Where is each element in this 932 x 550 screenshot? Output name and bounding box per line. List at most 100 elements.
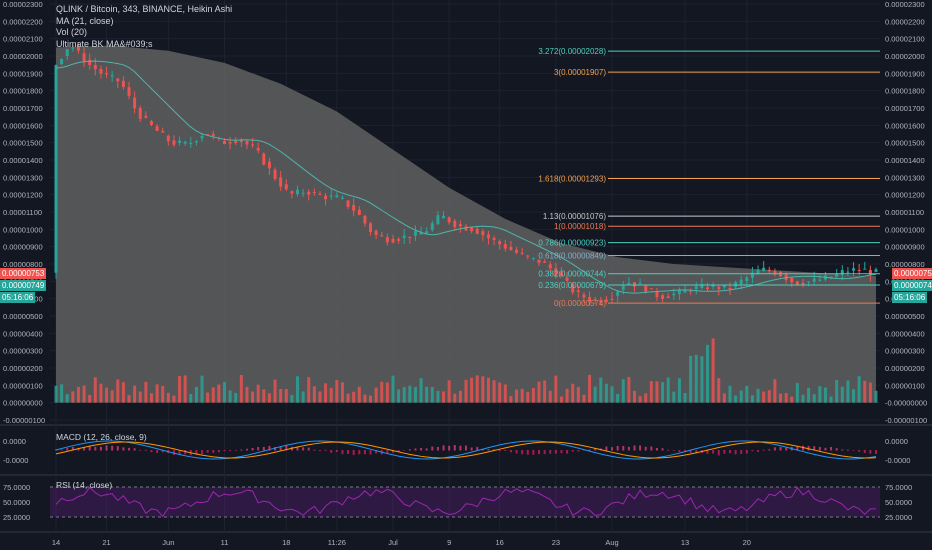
y-axis-label-right: 0.00000900 bbox=[885, 243, 925, 252]
x-axis-label: 18 bbox=[282, 538, 290, 547]
y-axis-label-left: 0.00000500 bbox=[3, 312, 43, 321]
volume-indicator-label[interactable]: Vol (20) bbox=[56, 27, 88, 37]
macd-histogram-bar bbox=[459, 445, 462, 451]
macd-histogram-bar bbox=[324, 449, 327, 451]
candle-body bbox=[835, 273, 839, 277]
candle-body bbox=[599, 300, 603, 303]
volume-bar bbox=[222, 381, 226, 403]
macd-histogram-bar bbox=[307, 447, 310, 451]
candle-body bbox=[144, 115, 148, 118]
fib-level-label: 3.272(0.00002028) bbox=[538, 47, 606, 56]
macd-histogram-bar bbox=[94, 446, 97, 451]
y-axis-label-left: 0.00000100 bbox=[3, 381, 43, 390]
macd-histogram-bar bbox=[728, 450, 731, 454]
ma-indicator-label[interactable]: MA (21, close) bbox=[56, 15, 114, 26]
candle-body bbox=[374, 230, 378, 235]
volume-bar bbox=[172, 395, 176, 403]
y-axis-label-right: 0.00001000 bbox=[885, 225, 925, 234]
y-axis-label-left: 0.00000800 bbox=[3, 260, 43, 269]
candle-body bbox=[486, 234, 490, 239]
macd-histogram-bar bbox=[627, 446, 630, 451]
macd-histogram-bar bbox=[818, 446, 821, 451]
volume-bar bbox=[402, 387, 406, 403]
candle-body bbox=[161, 131, 165, 133]
macd-label: MACD (12, 26, close, 9) bbox=[56, 432, 147, 442]
volume-bar bbox=[425, 386, 429, 403]
candle-body bbox=[149, 121, 153, 125]
y-axis-label-left: 0.00002200 bbox=[3, 17, 43, 26]
y-axis-label-right: 0.00001500 bbox=[885, 139, 925, 148]
y-axis-label-right: 0.00001700 bbox=[885, 104, 925, 113]
volume-bar bbox=[385, 382, 389, 403]
macd-histogram-bar bbox=[302, 447, 305, 451]
macd-histogram-bar bbox=[66, 448, 69, 451]
volume-bar bbox=[369, 395, 373, 403]
macd-histogram-bar bbox=[594, 448, 597, 451]
candle-body bbox=[503, 244, 507, 249]
macd-histogram-bar bbox=[852, 450, 855, 451]
macd-histogram-bar bbox=[549, 450, 552, 454]
volume-bar bbox=[335, 379, 339, 403]
candle-body bbox=[335, 195, 339, 198]
y-axis-label-left: 0.00001200 bbox=[3, 191, 43, 200]
macd-histogram-bar bbox=[672, 450, 675, 451]
volume-bar bbox=[267, 393, 271, 403]
candle-body bbox=[329, 195, 333, 197]
volume-bar bbox=[481, 376, 485, 403]
candle-body bbox=[178, 140, 182, 143]
candle-body bbox=[644, 285, 648, 292]
x-axis-label: Aug bbox=[605, 538, 618, 547]
candle-body bbox=[526, 255, 530, 257]
macd-histogram-bar bbox=[717, 450, 720, 456]
volume-bar bbox=[245, 386, 249, 403]
macd-histogram-bar bbox=[111, 445, 114, 451]
volume-bar bbox=[756, 388, 760, 403]
candle-body bbox=[279, 177, 283, 187]
x-axis-label: 23 bbox=[552, 538, 560, 547]
macd-histogram-bar bbox=[341, 450, 344, 455]
candle-body bbox=[183, 141, 187, 144]
volume-bar bbox=[548, 390, 552, 403]
candle-body bbox=[155, 126, 159, 131]
candle-body bbox=[638, 283, 642, 285]
volume-bar bbox=[745, 385, 749, 403]
macd-histogram-bar bbox=[128, 447, 131, 451]
macd-histogram-bar bbox=[144, 449, 147, 451]
macd-histogram-bar bbox=[116, 446, 119, 451]
candle-body bbox=[296, 189, 300, 195]
rsi-band bbox=[50, 487, 880, 517]
macd-histogram-bar bbox=[133, 448, 136, 451]
candle-body bbox=[767, 269, 771, 272]
volume-bar bbox=[835, 380, 839, 403]
y-axis-label-left: 0.00000000 bbox=[3, 399, 43, 408]
candle-body bbox=[498, 241, 502, 245]
candle-body bbox=[245, 140, 249, 145]
y-axis-label-left: 0.00001100 bbox=[3, 208, 42, 217]
candle-body bbox=[739, 279, 743, 284]
fib-level-label: 0.382(0.00000744) bbox=[538, 270, 606, 279]
candle-body bbox=[256, 147, 260, 151]
candle-body bbox=[290, 191, 294, 194]
candle-body bbox=[166, 135, 170, 142]
macd-histogram-bar bbox=[560, 450, 563, 454]
volume-bar bbox=[307, 377, 311, 403]
candle-body bbox=[458, 224, 462, 227]
macd-histogram-bar bbox=[801, 445, 804, 451]
candle-body bbox=[318, 193, 322, 195]
volume-bar bbox=[655, 381, 659, 403]
candle-body bbox=[722, 284, 726, 288]
volume-bar bbox=[779, 393, 783, 403]
y-axis-label-left: 0.00000300 bbox=[3, 347, 43, 356]
volume-bar bbox=[413, 387, 417, 403]
candle-body bbox=[846, 271, 850, 273]
ultimate-ma-indicator-label[interactable]: Ultimate BK MA&#039;s bbox=[56, 38, 153, 49]
volume-bar bbox=[346, 393, 350, 403]
macd-histogram-bar bbox=[863, 450, 866, 454]
candle-body bbox=[717, 286, 721, 290]
candle-body bbox=[554, 268, 558, 276]
volume-bar bbox=[818, 386, 822, 403]
candle-body bbox=[301, 192, 305, 194]
candle-body bbox=[548, 264, 552, 269]
ma-price-badge: 0.00000749 bbox=[0, 280, 47, 291]
